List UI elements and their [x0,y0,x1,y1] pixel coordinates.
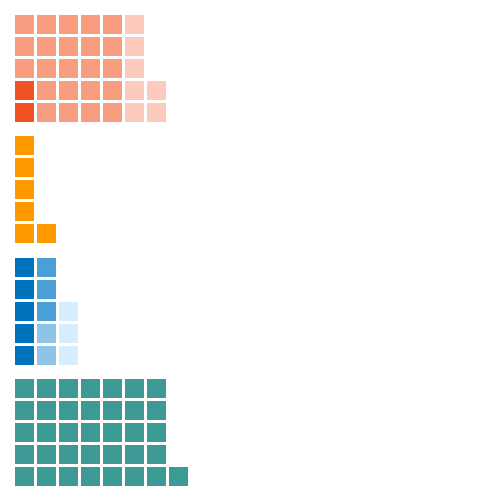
waffle-cell-g1-s3 [147,103,166,122]
waffle-cell-g3-s1 [15,302,34,321]
waffle-cell-g4-s1 [15,467,34,486]
waffle-cell-g1-s2 [37,37,56,56]
waffle-cell-g3-s2 [37,324,56,343]
waffle-cell-g3-s2 [37,346,56,365]
waffle-group-2 [15,136,56,243]
waffle-cell-g1-s1 [15,103,34,122]
waffle-cell-g1-s2 [59,81,78,100]
waffle-cell-g4-s1 [103,379,122,398]
waffle-cell-g4-s1 [81,401,100,420]
waffle-cell-g2-s1 [15,158,34,177]
waffle-group-4 [15,379,188,486]
waffle-cell-g4-s1 [37,467,56,486]
waffle-cell-g1-s2 [81,15,100,34]
waffle-cell-g4-s1 [37,445,56,464]
waffle-cell-g1-s3 [125,59,144,78]
waffle-cell-g3-s3 [37,280,56,299]
waffle-cell-g4-s1 [81,379,100,398]
waffle-cell-g1-s2 [59,103,78,122]
waffle-cell-g4-s1 [59,379,78,398]
waffle-cell-g1-s2 [15,59,34,78]
waffle-cell-g3-s3 [37,302,56,321]
waffle-cell-g4-s1 [169,467,188,486]
waffle-cell-g1-s2 [81,37,100,56]
waffle-cell-g1-s2 [103,37,122,56]
waffle-cell-g4-s1 [15,445,34,464]
waffle-cell-g1-s2 [37,59,56,78]
waffle-cell-g3-s3 [37,258,56,277]
waffle-cell-g4-s1 [147,401,166,420]
waffle-cell-g4-s1 [15,401,34,420]
waffle-cell-g4-s1 [125,401,144,420]
waffle-cell-g4-s1 [103,467,122,486]
waffle-cell-g1-s2 [81,81,100,100]
waffle-cell-g3-s1 [15,280,34,299]
waffle-cell-g4-s1 [103,401,122,420]
waffle-cell-g4-s1 [59,423,78,442]
waffle-cell-g4-s1 [15,379,34,398]
waffle-cell-g2-s1 [15,202,34,221]
waffle-cell-g4-s1 [103,445,122,464]
waffle-cell-g1-s2 [103,15,122,34]
waffle-cell-g4-s1 [81,445,100,464]
waffle-cell-g4-s1 [125,379,144,398]
waffle-cell-g1-s2 [81,103,100,122]
waffle-cell-g4-s1 [125,445,144,464]
waffle-group-3 [15,258,78,365]
waffle-cell-g4-s1 [59,445,78,464]
waffle-cell-g1-s2 [59,37,78,56]
waffle-cell-g3-s4 [59,324,78,343]
waffle-cell-g1-s3 [147,81,166,100]
waffle-cell-g1-s3 [125,37,144,56]
waffle-cell-g4-s1 [147,467,166,486]
waffle-cell-g4-s1 [37,423,56,442]
waffle-cell-g2-s1 [15,180,34,199]
waffle-cell-g4-s1 [37,401,56,420]
waffle-cell-g3-s1 [15,324,34,343]
waffle-cell-g1-s3 [125,15,144,34]
waffle-cell-g1-s2 [103,103,122,122]
waffle-cell-g1-s3 [125,103,144,122]
waffle-cell-g3-s4 [59,346,78,365]
waffle-cell-g1-s2 [37,103,56,122]
waffle-cell-g1-s2 [81,59,100,78]
waffle-cell-g4-s1 [81,467,100,486]
waffle-cell-g1-s2 [37,81,56,100]
waffle-cell-g3-s4 [59,302,78,321]
waffle-cell-g1-s2 [15,15,34,34]
waffle-cell-g4-s1 [59,467,78,486]
waffle-cell-g1-s2 [15,37,34,56]
waffle-cell-g4-s1 [147,379,166,398]
waffle-cell-g4-s1 [147,423,166,442]
waffle-cell-g1-s3 [125,81,144,100]
waffle-cell-g4-s1 [81,423,100,442]
waffle-cell-g2-s1 [15,224,34,243]
waffle-cell-g4-s1 [103,423,122,442]
waffle-cell-g4-s1 [125,467,144,486]
waffle-cell-g1-s2 [59,59,78,78]
waffle-cell-g3-s1 [15,258,34,277]
waffle-cell-g4-s1 [147,445,166,464]
waffle-cell-g1-s2 [103,59,122,78]
waffle-cell-g4-s1 [15,423,34,442]
waffle-group-1 [15,15,166,122]
waffle-cell-g2-s1 [15,136,34,155]
waffle-cell-g4-s1 [59,401,78,420]
waffle-cell-g4-s1 [125,423,144,442]
waffle-cell-g4-s1 [37,379,56,398]
waffle-cell-g1-s2 [59,15,78,34]
waffle-cell-g3-s1 [15,346,34,365]
waffle-cell-g2-s1 [37,224,56,243]
waffle-cell-g1-s2 [103,81,122,100]
waffle-cell-g1-s1 [15,81,34,100]
waffle-cell-g1-s2 [37,15,56,34]
